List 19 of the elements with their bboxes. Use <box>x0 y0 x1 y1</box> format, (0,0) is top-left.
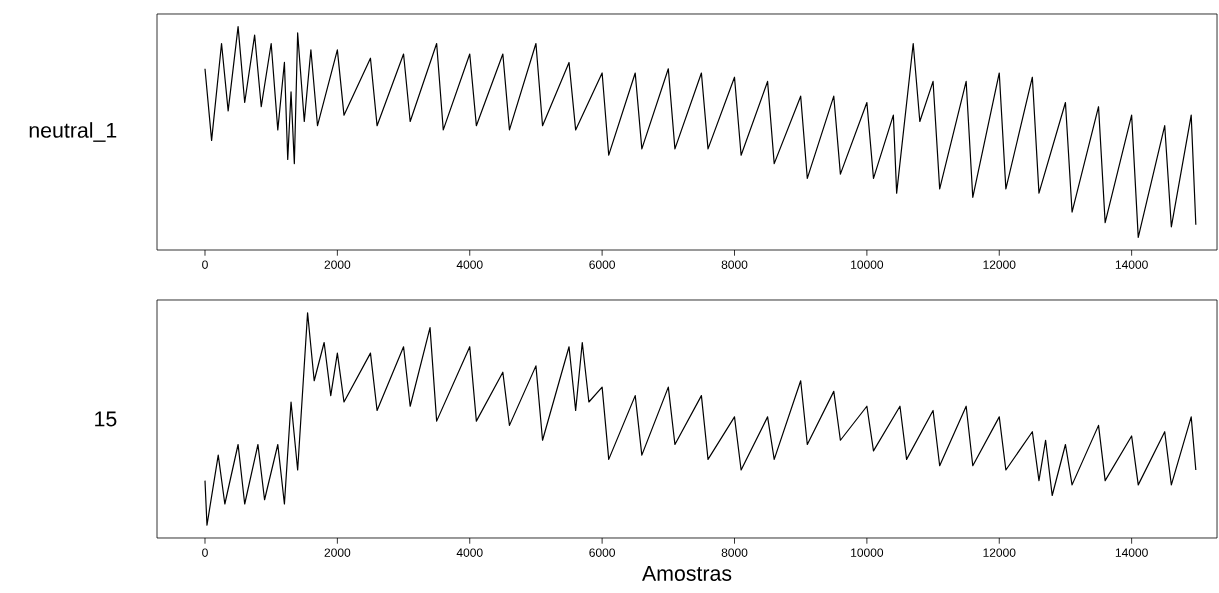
x-tick-label: 14000 <box>1115 260 1148 269</box>
y-axis-title: 15 <box>95 411 117 427</box>
x-tick-label: 12000 <box>983 548 1016 557</box>
x-tick-label: 14000 <box>1115 548 1148 557</box>
x-axis-title: Amostras <box>642 566 732 581</box>
x-tick-label: 6000 <box>589 548 615 557</box>
y-axis-title: neutral_1 <box>29 122 117 142</box>
x-tick-label: 2000 <box>324 548 351 557</box>
x-tick-label: 10000 <box>851 260 884 269</box>
x-tick-label: 8000 <box>721 260 748 269</box>
x-tick-label: 6000 <box>589 260 615 269</box>
x-tick-label: 10000 <box>851 548 884 557</box>
x-tick-label: 4000 <box>456 260 483 269</box>
x-tick-label: 4000 <box>456 548 483 557</box>
x-tick-label: 0 <box>202 260 208 269</box>
x-tick-label: 12000 <box>983 260 1016 269</box>
x-tick-label: 0 <box>202 548 208 557</box>
x-tick-label: 8000 <box>721 548 748 557</box>
x-tick-label: 2000 <box>324 260 351 269</box>
